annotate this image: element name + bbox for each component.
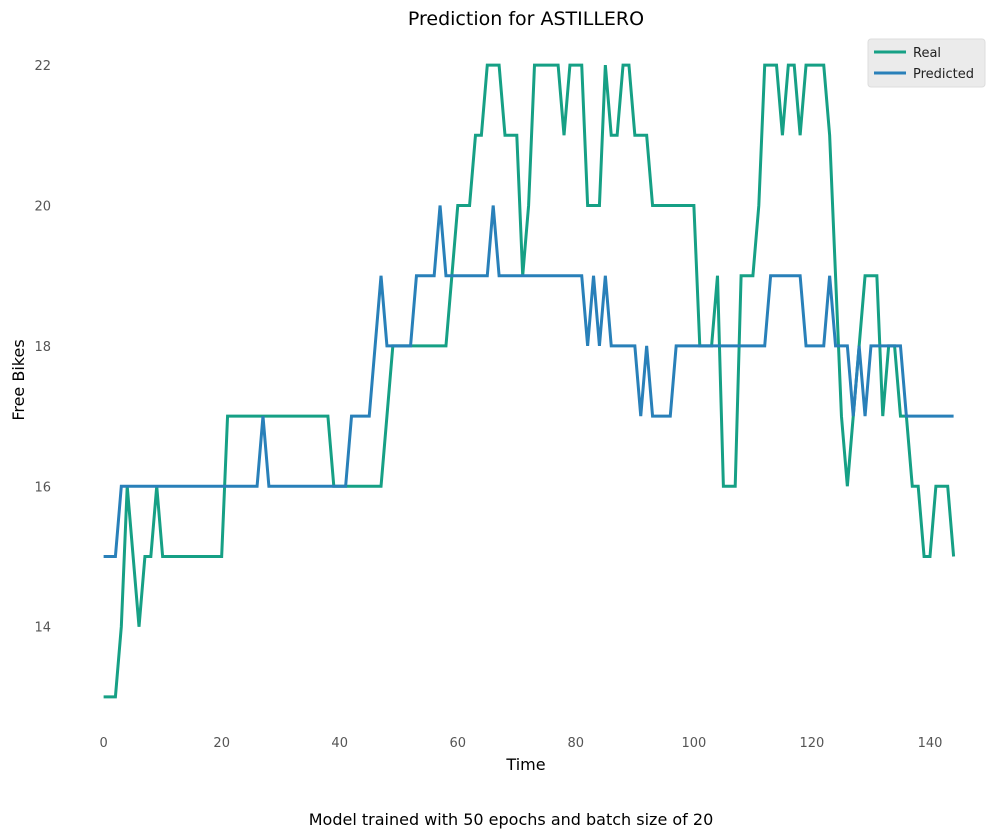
y-tick-label: 20 (34, 200, 51, 215)
legend-label-predicted: Predicted (913, 67, 974, 82)
x-tick-label: 40 (331, 736, 348, 751)
y-tick-label: 22 (34, 59, 51, 74)
plot-area (103, 63, 956, 699)
x-tick-label: 80 (568, 736, 585, 751)
y-axis-label: Free Bikes (9, 339, 28, 420)
x-tick-label: 20 (213, 736, 230, 751)
series-line-real (103, 63, 956, 699)
series-line-predicted (103, 205, 954, 558)
chart-title: Prediction for ASTILLERO (408, 8, 644, 30)
y-tick-label: 14 (34, 621, 51, 636)
y-tick-label: 18 (34, 340, 51, 355)
y-axis-ticks: 14 16 18 20 22 (34, 59, 51, 636)
x-axis-label: Time (505, 755, 545, 774)
x-tick-label: 0 (99, 736, 107, 751)
x-axis-ticks: 0 20 40 60 80 100 120 140 (99, 736, 942, 751)
x-tick-label: 140 (918, 736, 943, 751)
x-tick-label: 120 (799, 736, 824, 751)
x-tick-label: 100 (681, 736, 706, 751)
y-tick-label: 16 (34, 480, 51, 495)
chart-caption: Model trained with 50 epochs and batch s… (309, 810, 714, 829)
x-tick-label: 60 (450, 736, 467, 751)
legend-label-real: Real (913, 46, 941, 61)
legend: Real Predicted (867, 38, 986, 88)
